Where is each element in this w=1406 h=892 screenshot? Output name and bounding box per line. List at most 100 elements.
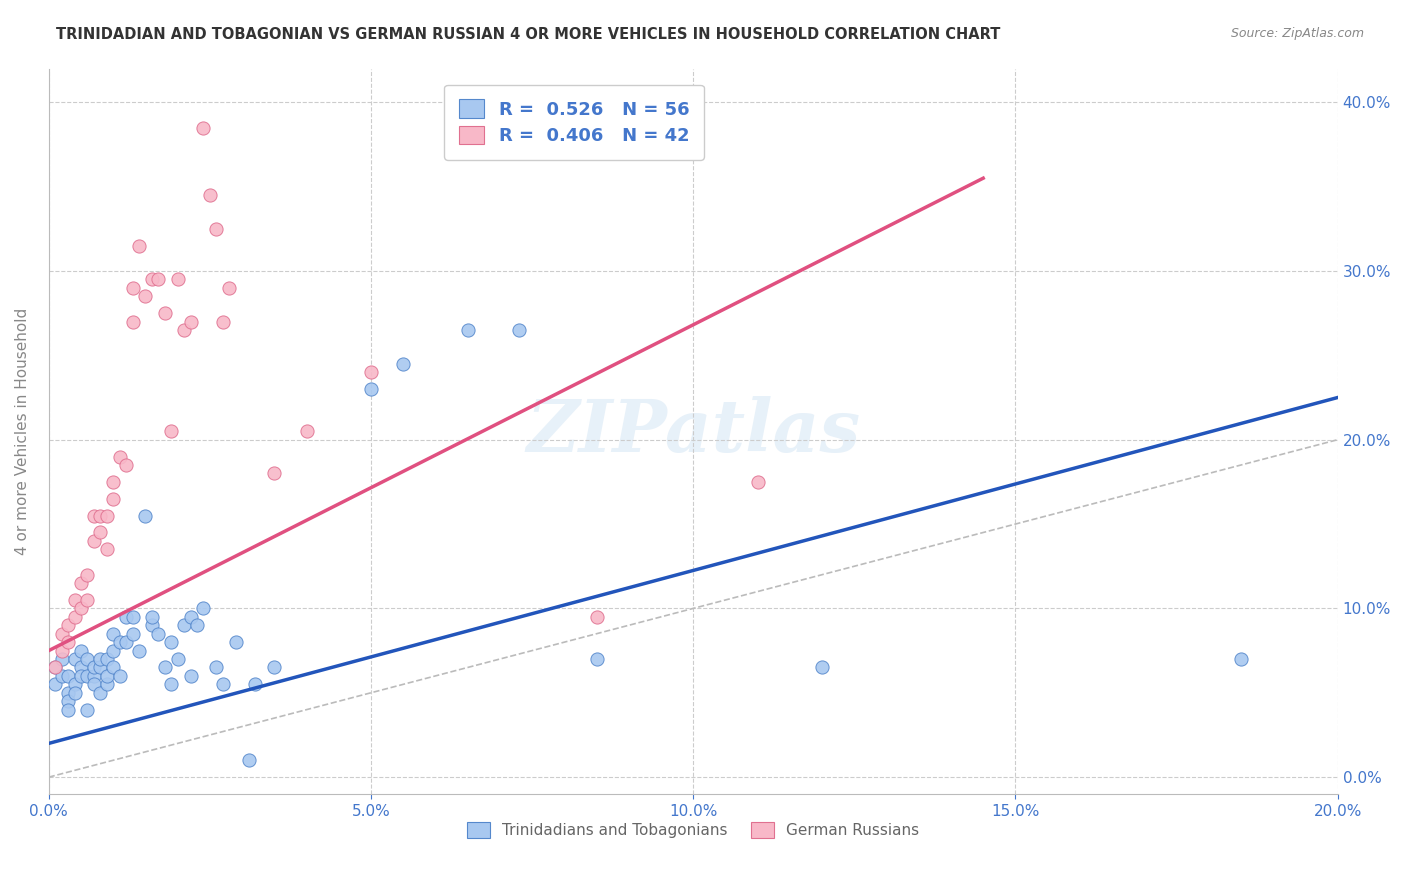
Point [96,508,118,523]
Point [70,660,93,674]
Point [225,635,247,649]
Point [51,643,73,657]
Point [141,618,163,632]
Point [263,660,285,674]
Point [180,669,202,683]
Point [193,601,215,615]
Point [1230,652,1253,666]
Point [180,315,202,329]
Point [747,475,769,489]
Point [89,525,111,540]
Point [166,272,188,286]
Point [83,508,105,523]
Point [205,222,228,236]
Point [70,643,93,657]
Point [63,593,86,607]
Point [121,610,143,624]
Point [160,677,183,691]
Point [51,652,73,666]
Point [96,542,118,557]
Point [134,508,156,523]
Point [115,610,138,624]
Point [198,188,221,202]
Y-axis label: 4 or more Vehicles in Household: 4 or more Vehicles in Household [15,308,30,555]
Point [148,626,170,640]
Point [243,677,266,691]
Point [56,694,79,708]
Point [360,365,382,379]
Point [153,306,176,320]
Point [115,635,138,649]
Point [96,677,118,691]
Point [76,669,98,683]
Point [56,703,79,717]
Point [83,660,105,674]
Point [295,424,318,438]
Point [63,677,86,691]
Point [173,618,195,632]
Point [392,357,415,371]
Point [56,635,79,649]
Point [211,315,233,329]
Point [70,576,93,591]
Point [56,669,79,683]
Point [160,424,183,438]
Point [811,660,834,674]
Point [96,652,118,666]
Point [121,315,143,329]
Point [148,272,170,286]
Point [186,618,208,632]
Point [108,669,131,683]
Point [44,660,66,674]
Point [89,508,111,523]
Text: ZIPatlas: ZIPatlas [526,396,860,467]
Point [63,652,86,666]
Legend: Trinidadians and Tobagonians, German Russians: Trinidadians and Tobagonians, German Rus… [461,816,925,845]
Point [121,626,143,640]
Point [76,593,98,607]
Point [141,272,163,286]
Point [263,467,285,481]
Point [585,652,607,666]
Point [166,652,188,666]
Point [218,281,240,295]
Point [457,323,479,337]
Point [89,660,111,674]
Point [76,567,98,582]
Text: TRINIDADIAN AND TOBAGONIAN VS GERMAN RUSSIAN 4 OR MORE VEHICLES IN HOUSEHOLD COR: TRINIDADIAN AND TOBAGONIAN VS GERMAN RUS… [56,27,1001,42]
Point [83,677,105,691]
Point [103,491,125,506]
Point [180,610,202,624]
Point [56,618,79,632]
Point [134,289,156,303]
Point [108,635,131,649]
Point [76,703,98,717]
Text: Source: ZipAtlas.com: Source: ZipAtlas.com [1230,27,1364,40]
Point [160,635,183,649]
Point [103,475,125,489]
Point [211,677,233,691]
Point [103,660,125,674]
Point [193,120,215,135]
Point [121,281,143,295]
Point [585,610,607,624]
Point [70,601,93,615]
Point [63,686,86,700]
Point [44,677,66,691]
Point [76,652,98,666]
Point [128,238,150,252]
Point [103,643,125,657]
Point [205,660,228,674]
Point [360,382,382,396]
Point [103,626,125,640]
Point [141,610,163,624]
Point [89,652,111,666]
Point [96,669,118,683]
Point [44,660,66,674]
Point [83,669,105,683]
Point [173,323,195,337]
Point [51,669,73,683]
Point [56,686,79,700]
Point [89,686,111,700]
Point [51,626,73,640]
